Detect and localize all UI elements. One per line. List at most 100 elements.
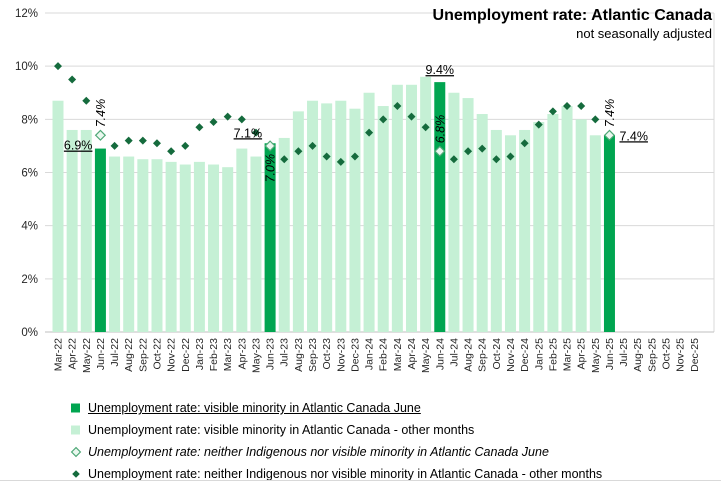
- y-tick-label: 8%: [21, 114, 38, 126]
- diamond-Jan-24: [365, 128, 374, 137]
- x-tick-label: Apr-23: [236, 338, 248, 370]
- bar-Sep-22: [137, 159, 149, 332]
- legend-item-neither-june: Unemployment rate: neither Indigenous no…: [70, 441, 602, 463]
- diamond-Jul-24: [449, 155, 458, 164]
- diamond-value-label-Jun-25: 7.4%: [603, 99, 617, 128]
- bar-value-label-Jun-25: 7.4%: [619, 129, 648, 143]
- bar-Apr-22: [66, 129, 78, 332]
- y-tick-label: 12%: [15, 8, 38, 20]
- x-tick-label: Oct-22: [151, 338, 163, 370]
- bar-Jun-24: [434, 82, 446, 332]
- diamond-Oct-24: [492, 155, 501, 164]
- x-tick-label: Jan-23: [194, 338, 206, 370]
- bar-Feb-25: [547, 114, 559, 333]
- diamond-Apr-24: [407, 112, 416, 121]
- diamond-Mar-23: [223, 112, 232, 121]
- x-tick-label: Sep-23: [307, 338, 319, 372]
- diamond-May-22: [82, 96, 91, 105]
- bar-May-25: [589, 135, 601, 332]
- bar-Aug-23: [292, 111, 304, 332]
- bar-value-label-Jun-23: 7.1%: [234, 126, 263, 140]
- bar-Mar-22: [52, 100, 64, 332]
- x-tick-label: Mar-23: [222, 338, 234, 371]
- legend-item-label: Unemployment rate: neither Indigenous no…: [88, 467, 603, 481]
- x-tick-label: Feb-23: [208, 338, 220, 371]
- bar-Jul-23: [278, 137, 290, 332]
- x-tick-label: Jun-22: [95, 338, 107, 370]
- y-tick-label: 0%: [21, 327, 38, 339]
- x-tick-label: Jan-24: [364, 338, 376, 370]
- diamond-Nov-23: [336, 157, 345, 166]
- x-tick-label: Sep-22: [137, 338, 149, 372]
- bar-Jan-25: [533, 121, 545, 332]
- diamond-Aug-23: [294, 147, 303, 156]
- bar-Dec-22: [179, 164, 191, 332]
- bar-May-23: [250, 156, 262, 332]
- diamond-Jan-23: [195, 123, 204, 132]
- bar-Nov-24: [504, 135, 516, 332]
- diamond-Oct-22: [152, 139, 161, 148]
- legend: Unemployment rate: visible minority in A…: [70, 397, 603, 481]
- x-tick-label: Nov-22: [166, 338, 178, 372]
- bar-value-label-Jun-22: 6.9%: [64, 139, 93, 153]
- bar-Mar-24: [391, 84, 403, 333]
- x-tick-label: May-22: [81, 338, 93, 373]
- diamond-Mar-22: [54, 62, 62, 71]
- bar-Jul-24: [448, 92, 460, 332]
- bar-Jul-22: [109, 156, 121, 332]
- diamond-Dec-24: [520, 139, 529, 148]
- bar-Dec-23: [349, 108, 361, 332]
- legend-item-visible-minority-june: Unemployment rate: visible minority in A…: [70, 397, 602, 419]
- x-tick-label: May-24: [420, 338, 432, 373]
- x-tick-label: Oct-24: [491, 338, 503, 370]
- diamond-Jul-23: [280, 155, 289, 164]
- bar-Jun-22: [94, 148, 106, 332]
- chart-subtitle: not seasonally adjusted: [576, 26, 712, 41]
- diamond-Apr-22: [68, 75, 77, 84]
- x-tick-label: Apr-24: [406, 338, 418, 370]
- diamond-Jun-22: [94, 129, 107, 141]
- diamond-May-25: [591, 115, 600, 124]
- diamond-Aug-24: [464, 147, 473, 156]
- bar-Jan-24: [363, 92, 375, 332]
- legend-item-neither-other: Unemployment rate: neither Indigenous no…: [70, 463, 603, 481]
- x-tick-label: Jan-25: [533, 338, 545, 370]
- bar-value-label-Jun-24: 9.4%: [426, 63, 455, 77]
- bar-Sep-24: [476, 114, 488, 333]
- diamond-Apr-23: [237, 115, 246, 124]
- x-tick-label: May-25: [590, 338, 602, 373]
- x-tick-label: Feb-25: [547, 338, 559, 371]
- diamond-Feb-25: [548, 107, 557, 116]
- x-tick-label: Apr-25: [576, 338, 588, 370]
- legend-item-label: Unemployment rate: visible minority in A…: [88, 401, 421, 415]
- bar-Apr-24: [406, 84, 417, 333]
- diamond-Nov-24: [506, 152, 515, 161]
- diamond-Sep-23: [308, 141, 317, 150]
- bar-Oct-22: [151, 159, 163, 332]
- bar-Oct-23: [321, 103, 333, 332]
- legend-item-visible-minority-other: Unemployment rate: visible minority in A…: [70, 419, 602, 441]
- bar-Nov-22: [165, 161, 177, 332]
- x-tick-label: Sep-24: [477, 338, 489, 372]
- x-tick-label: Dec-23: [349, 338, 361, 372]
- x-tick-label: Apr-22: [67, 338, 79, 370]
- diamond-Nov-22: [167, 147, 176, 156]
- bar-Oct-24: [490, 129, 502, 332]
- diamond-Jul-22: [110, 141, 119, 150]
- bar-Jun-25: [603, 135, 615, 332]
- diamond-Jun-25: [603, 129, 616, 141]
- diamond-May-24: [421, 123, 430, 132]
- diamond-Sep-22: [138, 136, 147, 145]
- diamond-Jan-25: [534, 120, 543, 129]
- bar-Apr-25: [575, 119, 587, 332]
- x-tick-label: Feb-24: [378, 338, 390, 371]
- diamond-May-23: [251, 128, 260, 137]
- x-tick-label: Jun-23: [265, 338, 277, 370]
- diamond-Dec-23: [350, 152, 359, 161]
- y-tick-label: 4%: [21, 221, 38, 233]
- diamond-Oct-23: [322, 152, 331, 161]
- bar-May-22: [80, 129, 92, 332]
- bar-Mar-25: [561, 106, 573, 333]
- bar-Apr-23: [236, 148, 248, 332]
- diamond-open-icon: [70, 446, 82, 458]
